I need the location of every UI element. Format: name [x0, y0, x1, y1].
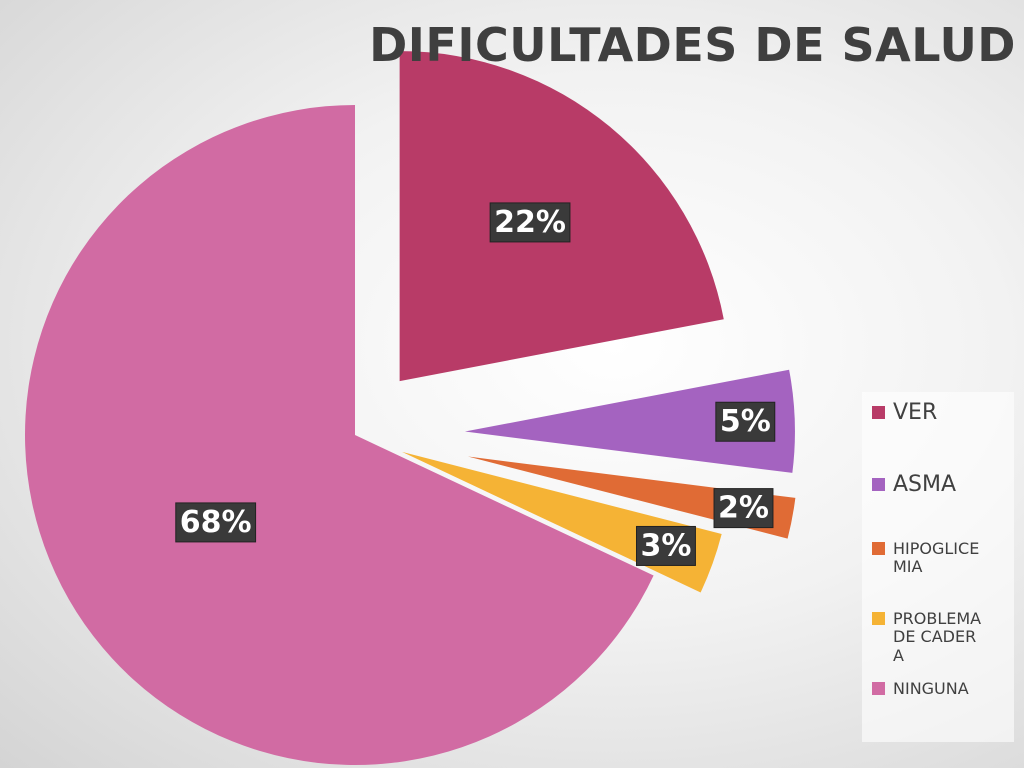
data-label-group: 22% — [489, 202, 571, 243]
legend-swatch — [872, 406, 885, 419]
data-label-group: 68% — [175, 502, 257, 543]
data-label-group: 2% — [713, 488, 774, 529]
data-label-box — [175, 502, 257, 543]
legend-label: HIPOGLICEMIA — [893, 539, 980, 577]
legend-label: VER — [893, 400, 938, 425]
data-label: 68% — [180, 505, 252, 540]
data-label: 2% — [718, 491, 769, 526]
legend-item: PROBLEMA DE CADERA — [872, 609, 1002, 665]
data-label-group: 3% — [635, 525, 696, 566]
data-label-box — [713, 488, 774, 529]
legend-swatch — [872, 612, 885, 625]
data-label-box — [635, 525, 696, 566]
data-label-group: 5% — [715, 401, 776, 442]
pie-slice — [467, 456, 796, 539]
data-label: 5% — [720, 404, 771, 439]
legend-label: NINGUNA — [893, 679, 969, 698]
legend-item: NINGUNA — [872, 679, 1002, 698]
data-label: 3% — [640, 528, 691, 563]
legend: VER ASMA HIPOGLICEMIA PROBLEMA DE CADERA NIN… — [862, 392, 1014, 742]
legend-swatch — [872, 682, 885, 695]
legend-label: ASMA — [893, 472, 957, 497]
legend-swatch — [872, 542, 885, 555]
legend-swatch — [872, 478, 885, 491]
legend-label: PROBLEMA DE CADERA — [893, 609, 982, 665]
data-label: 22% — [494, 205, 566, 240]
chart-title: DIFICULTADES DE SALUD — [369, 18, 1016, 72]
legend-item: VER — [872, 400, 1002, 425]
data-label-box — [489, 202, 571, 243]
legend-item: ASMA — [872, 472, 1002, 497]
pie-slice — [464, 369, 795, 473]
pie-slice — [24, 105, 654, 766]
data-label-box — [715, 401, 776, 442]
legend-item: HIPOGLICEMIA — [872, 539, 1002, 577]
